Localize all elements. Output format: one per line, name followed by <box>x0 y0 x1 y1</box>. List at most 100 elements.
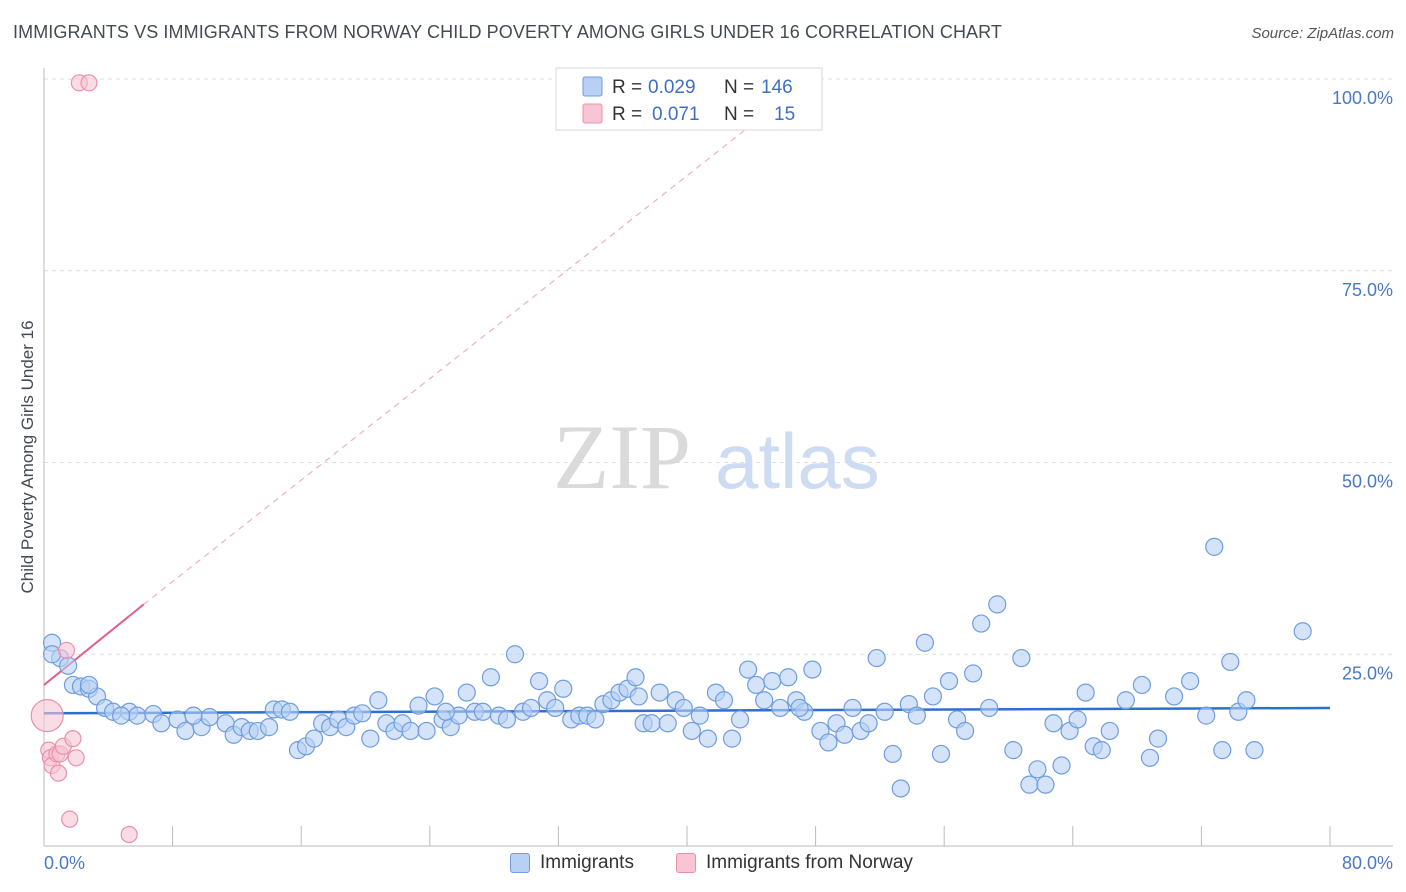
data-point-immigrants <box>650 683 669 702</box>
data-point-immigrants <box>1164 687 1184 706</box>
data-point-immigrants <box>42 645 62 664</box>
data-point-immigrants <box>682 721 701 741</box>
x-tick-label: 0.0% <box>44 853 85 873</box>
watermark-atlas: atlas <box>715 417 880 505</box>
data-point-immigrants <box>907 706 926 725</box>
data-point-immigrants <box>457 683 476 702</box>
legend-r-label-2: R = <box>612 104 642 125</box>
data-point-immigrants <box>79 675 99 695</box>
data-point-immigrants <box>629 687 648 706</box>
data-point-immigrants <box>964 664 983 683</box>
data-point-immigrants <box>747 675 766 695</box>
data-point-immigrants <box>642 714 661 733</box>
data-point-norway <box>30 699 64 733</box>
data-point-immigrants <box>972 614 991 633</box>
data-point-immigrants <box>1205 537 1224 556</box>
trend-line-norway-extension <box>143 124 752 605</box>
data-point-immigrants <box>200 708 219 727</box>
data-point-immigrants <box>304 729 324 748</box>
data-point-immigrants <box>1052 756 1071 775</box>
y-tick-label: 25.0% <box>1342 663 1393 683</box>
data-point-norway <box>80 74 98 92</box>
data-point-immigrants <box>931 744 951 764</box>
legend-swatch-blue <box>510 853 530 873</box>
source-label: Source: ZipAtlas.com <box>1251 25 1394 42</box>
series-immigrants <box>42 537 1312 798</box>
data-point-immigrants <box>497 710 517 729</box>
data-point-immigrants <box>1036 775 1055 794</box>
x-tick-label: 80.0% <box>1342 853 1393 873</box>
legend-n-value-2: 15 <box>774 104 795 125</box>
legend-n-label-1: N = <box>724 77 754 98</box>
data-point-immigrants <box>730 710 750 729</box>
data-point-immigrants <box>867 648 886 668</box>
data-point-immigrants <box>763 671 782 691</box>
y-axis-title: Child Poverty Among Girls Under 16 <box>18 320 37 593</box>
series-immigrants-from-norway <box>30 74 138 844</box>
data-point-immigrants <box>112 706 131 725</box>
data-point-immigrants <box>1004 741 1023 760</box>
data-point-immigrants <box>722 729 742 748</box>
data-point-immigrants <box>436 702 455 721</box>
data-point-immigrants <box>152 714 171 733</box>
legend-swatch-norway <box>582 103 603 124</box>
legend-item-immigrants[interactable]: Immigrants <box>510 852 634 874</box>
data-point-immigrants <box>259 718 279 737</box>
data-point-immigrants <box>690 706 709 725</box>
legend-item-norway[interactable]: Immigrants from Norway <box>676 852 913 874</box>
data-point-immigrants <box>698 729 717 748</box>
trend-line-norway <box>43 603 145 686</box>
data-point-immigrants <box>409 696 428 715</box>
data-point-immigrants <box>674 698 693 718</box>
data-point-immigrants <box>1237 691 1256 710</box>
data-point-immigrants <box>843 698 862 718</box>
data-point-immigrants <box>1132 675 1152 695</box>
gridlines <box>44 78 1393 655</box>
data-point-norway <box>64 730 82 748</box>
data-point-immigrants <box>1148 729 1168 748</box>
data-point-immigrants <box>883 744 902 764</box>
data-point-immigrants <box>714 691 734 710</box>
data-point-immigrants <box>1181 671 1200 691</box>
data-point-immigrants <box>1293 622 1312 641</box>
data-point-immigrants <box>586 710 605 729</box>
data-point-immigrants <box>353 704 372 723</box>
data-point-immigrants <box>658 714 677 733</box>
y-tick-label: 75.0% <box>1342 280 1393 300</box>
data-point-immigrants <box>779 668 798 687</box>
data-point-immigrants <box>626 668 645 687</box>
data-point-immigrants <box>915 633 935 652</box>
data-point-immigrants <box>184 706 203 725</box>
data-point-immigrants <box>1140 748 1160 767</box>
data-point-immigrants <box>554 679 573 698</box>
legend-r-value-1: 0.029 <box>648 77 696 98</box>
data-point-immigrants <box>505 645 525 664</box>
data-point-immigrants <box>1012 648 1031 668</box>
data-point-immigrants <box>923 687 943 706</box>
data-point-immigrants <box>1197 706 1216 725</box>
data-point-immigrants <box>417 721 436 741</box>
data-point-immigrants <box>546 698 565 718</box>
data-point-norway <box>61 810 79 828</box>
data-point-immigrants <box>369 691 388 710</box>
data-point-immigrants <box>1028 760 1047 779</box>
data-point-immigrants <box>803 660 822 679</box>
data-point-immigrants <box>481 668 500 687</box>
y-tick-label: 100.0% <box>1332 88 1393 108</box>
data-point-immigrants <box>835 725 854 744</box>
data-point-immigrants <box>819 733 838 752</box>
data-point-immigrants <box>738 660 758 679</box>
data-point-immigrants <box>1020 775 1039 794</box>
legend-n-value-1: 146 <box>761 77 793 98</box>
data-point-immigrants <box>530 671 549 691</box>
data-point-immigrants <box>425 687 444 706</box>
data-point-immigrants <box>1076 683 1095 702</box>
y-tick-label: 50.0% <box>1342 472 1393 492</box>
data-point-immigrants <box>1068 710 1087 729</box>
data-point-immigrants <box>1116 691 1135 710</box>
data-point-immigrants <box>1245 741 1264 760</box>
data-point-immigrants <box>401 721 420 741</box>
data-point-immigrants <box>891 779 910 798</box>
data-point-immigrants <box>1213 741 1232 760</box>
